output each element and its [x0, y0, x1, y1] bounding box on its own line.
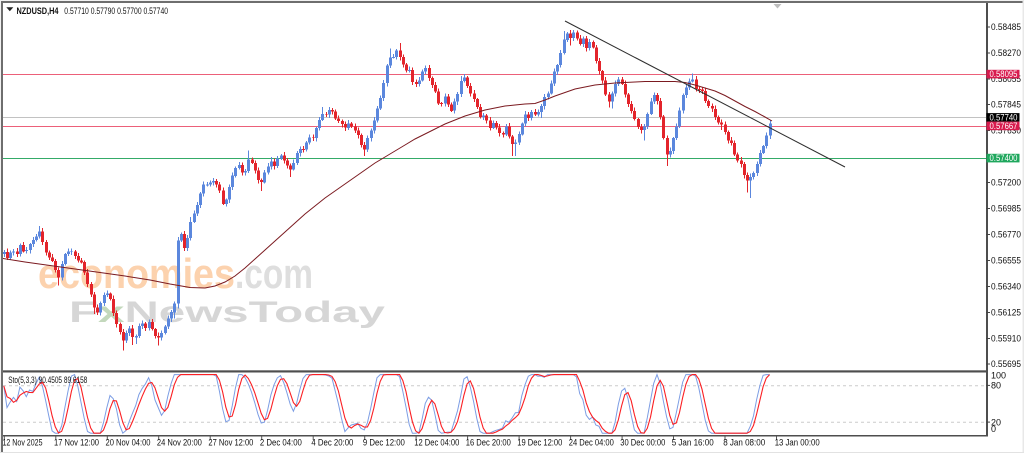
- svg-text:9 Dec 12:00: 9 Dec 12:00: [363, 437, 405, 447]
- svg-text:Sto(5,3,3) 90.4505 89.6158: Sto(5,3,3) 90.4505 89.6158: [8, 375, 87, 385]
- svg-text:0.55910: 0.55910: [991, 334, 1021, 344]
- svg-text:80: 80: [991, 381, 1001, 391]
- svg-text:0.58270: 0.58270: [991, 48, 1021, 58]
- svg-text:0.57710 0.57790 0.57700 0.5774: 0.57710 0.57790 0.57700 0.57740: [64, 6, 168, 16]
- svg-text:8 Jan 08:00: 8 Jan 08:00: [723, 437, 765, 447]
- svg-text:0.55695: 0.55695: [991, 359, 1021, 369]
- svg-text:2 Dec 04:00: 2 Dec 04:00: [260, 437, 302, 447]
- svg-text:0.56555: 0.56555: [991, 256, 1021, 266]
- svg-text:24 Nov 20:00: 24 Nov 20:00: [157, 437, 202, 447]
- svg-text:17 Nov 12:00: 17 Nov 12:00: [54, 437, 99, 447]
- svg-text:.com: .com: [235, 250, 313, 297]
- svg-text:0.56985: 0.56985: [991, 204, 1021, 214]
- svg-text:16 Dec 20:00: 16 Dec 20:00: [466, 437, 511, 447]
- svg-text:5 Jan 16:00: 5 Jan 16:00: [672, 437, 714, 447]
- svg-text:0.57667: 0.57667: [990, 121, 1018, 131]
- svg-text:0.58095: 0.58095: [990, 69, 1018, 79]
- svg-text:27 Nov 12:00: 27 Nov 12:00: [208, 437, 253, 447]
- svg-text:0.57740: 0.57740: [990, 112, 1018, 122]
- svg-text:24 Dec 04:00: 24 Dec 04:00: [569, 437, 614, 447]
- svg-text:19 Dec 12:00: 19 Dec 12:00: [517, 437, 562, 447]
- svg-text:0.56125: 0.56125: [991, 308, 1021, 318]
- svg-text:30 Dec 00:00: 30 Dec 00:00: [620, 437, 665, 447]
- svg-text:12 Dec 04:00: 12 Dec 04:00: [414, 437, 459, 447]
- svg-text:0.57845: 0.57845: [991, 100, 1021, 110]
- svg-text:4 Dec 20:00: 4 Dec 20:00: [311, 437, 353, 447]
- svg-text:13 Jan 00:00: 13 Jan 00:00: [775, 437, 820, 447]
- svg-text:0.57400: 0.57400: [990, 153, 1018, 163]
- svg-text:economies: economies: [38, 250, 235, 297]
- svg-text:20: 20: [991, 418, 1001, 428]
- svg-text:100: 100: [991, 370, 1006, 380]
- svg-text:0.57200: 0.57200: [991, 178, 1021, 188]
- svg-text:0: 0: [991, 424, 996, 434]
- svg-text:0.56770: 0.56770: [991, 230, 1021, 240]
- svg-text:0.58485: 0.58485: [991, 22, 1021, 32]
- svg-text:0.58055: 0.58055: [991, 74, 1021, 84]
- svg-text:0.57630: 0.57630: [991, 126, 1021, 136]
- svg-text:12 Nov 2025: 12 Nov 2025: [3, 437, 43, 447]
- svg-text:0.56340: 0.56340: [991, 282, 1021, 292]
- svg-text:20 Nov 04:00: 20 Nov 04:00: [106, 437, 151, 447]
- svg-text:NZDUSD,H4: NZDUSD,H4: [17, 6, 59, 16]
